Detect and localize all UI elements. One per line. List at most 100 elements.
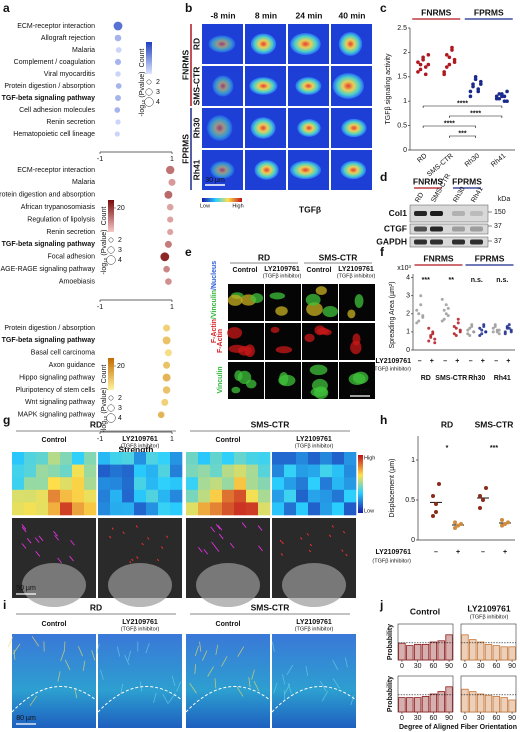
data-point — [471, 84, 475, 89]
scale-label: 50 µm — [16, 585, 36, 592]
panel-letter: c — [380, 1, 387, 15]
data-point — [500, 518, 504, 522]
significance-label: *** — [490, 445, 498, 452]
time-label: -8 min — [210, 10, 235, 20]
colorbar-tick-label: 20 — [117, 363, 125, 370]
fiber — [215, 644, 219, 655]
enrichment-dot — [114, 131, 120, 137]
term-label: TGF-beta signaling pathway — [2, 95, 95, 102]
fiber — [116, 646, 121, 657]
column-header: SMS-CTR — [475, 419, 514, 429]
fiber — [273, 683, 278, 694]
band — [452, 211, 465, 216]
cell — [297, 119, 321, 137]
x-axis-label: Degree of Aligned Fiber Orientation — [399, 724, 517, 731]
stimulus-label: TGFβ — [299, 204, 321, 214]
kda-label: 37 — [494, 238, 502, 245]
data-point — [478, 334, 482, 338]
displacement-arrow — [211, 541, 216, 548]
heatmap-cell — [72, 489, 85, 503]
displacement-arrow — [203, 548, 209, 555]
heatmap-cell — [234, 502, 247, 516]
row-label: F-Actin/Vinculin/Nucleus — [211, 261, 218, 343]
legend-title: -log₁₀ (Pvalue) — [101, 388, 108, 433]
fiber — [321, 690, 329, 702]
displacement-arrow — [131, 558, 134, 562]
cell — [304, 333, 315, 343]
fiber — [272, 641, 275, 652]
row-label-part: /Vinculin — [211, 290, 218, 319]
term-label: Viral myocarditis — [44, 71, 96, 78]
data-point — [437, 482, 441, 486]
heatmap-cell — [36, 502, 49, 516]
term-label: Axon guidance — [49, 362, 95, 369]
significance-label: * — [446, 445, 449, 452]
data-point — [442, 70, 446, 74]
data-point — [415, 308, 419, 312]
heatmap-cell — [296, 452, 309, 465]
heatmap-cell — [134, 502, 147, 516]
enrichment-dot — [166, 203, 174, 211]
data-point — [484, 330, 488, 334]
heatmap-cell — [186, 502, 199, 516]
heatmap-cell — [320, 502, 333, 516]
x-tick-label: 90 — [508, 663, 516, 670]
band — [430, 211, 443, 216]
cell — [348, 373, 366, 385]
heatmap-cell — [246, 464, 259, 478]
heatmap-cell — [186, 452, 199, 465]
cell — [249, 77, 278, 95]
heatmap-cell — [146, 489, 159, 503]
row-label-part: /Nucleus — [211, 261, 218, 290]
bar — [500, 646, 508, 661]
data-point — [500, 523, 504, 528]
displacement-arrow — [257, 525, 263, 531]
data-point — [479, 82, 483, 86]
data-point — [505, 89, 509, 94]
enrichment-dot — [163, 265, 170, 273]
panel-letter: j — [379, 598, 383, 612]
displacement-arrow — [215, 523, 221, 530]
displacement-arrow — [111, 527, 114, 530]
bar — [508, 646, 516, 661]
bar — [437, 691, 445, 713]
term-label: Regulation of lipolysis — [27, 216, 95, 223]
cell — [350, 340, 362, 355]
heatmap-cell — [84, 464, 97, 478]
heatmap-cell — [98, 477, 111, 491]
fiber — [7, 636, 14, 648]
heatmap-cell — [24, 502, 37, 516]
heatmap-cell — [198, 502, 211, 516]
data-point — [478, 506, 482, 510]
data-point — [427, 326, 431, 330]
heatmap-cell — [284, 452, 297, 465]
data-point — [431, 494, 435, 498]
colorbar-label: Low — [364, 508, 374, 514]
condition-label: Control — [42, 437, 67, 444]
cell — [275, 346, 293, 354]
term-label: Protein digestion and absorption — [0, 192, 95, 199]
row-label: Vinculin — [217, 366, 224, 393]
scale-label: 80 µm — [16, 715, 36, 722]
heatmap-cell — [320, 489, 333, 503]
column-header: LY2109761 — [467, 603, 510, 613]
size-key-label: 2 — [156, 79, 160, 86]
heatmap-cell — [24, 452, 37, 465]
significance-label: **** — [470, 110, 481, 117]
data-point — [444, 65, 449, 69]
blot — [409, 236, 489, 248]
displacement-arrow — [241, 522, 247, 528]
data-point — [503, 522, 507, 526]
term-label: Complement / coagulation — [14, 59, 95, 66]
bar — [492, 696, 501, 713]
scale-label: 30 µm — [350, 388, 370, 395]
fiber — [31, 636, 40, 647]
term-label: African trypanosomiasis — [21, 204, 96, 211]
treatment-sign: – — [443, 358, 447, 365]
heatmap-cell — [24, 489, 37, 503]
blot — [409, 223, 489, 235]
legend-title: -log₁₀ (Pvalue) — [101, 230, 108, 275]
significance-label: n.s. — [471, 277, 483, 284]
cell — [237, 370, 252, 385]
bar — [429, 693, 438, 713]
